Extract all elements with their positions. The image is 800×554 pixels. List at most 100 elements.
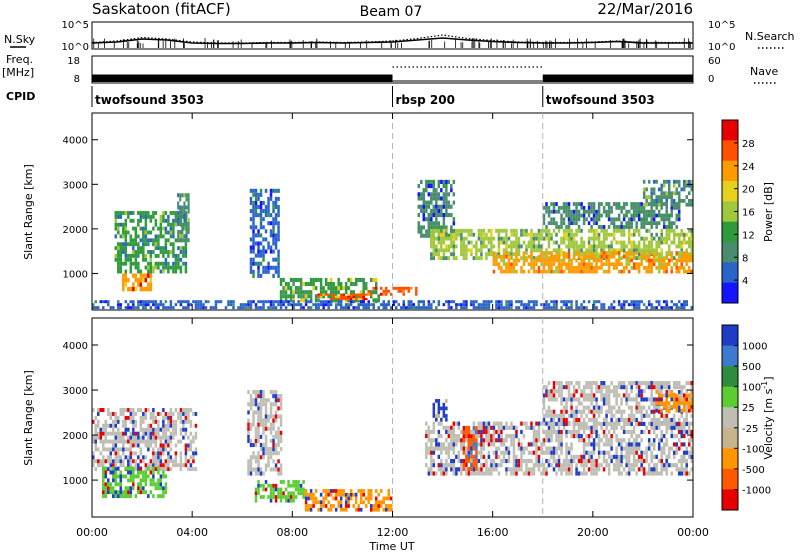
data-cell xyxy=(319,290,323,295)
data-cell xyxy=(675,217,678,222)
data-cell xyxy=(567,225,571,229)
data-cell xyxy=(142,427,145,432)
data-cell xyxy=(252,414,255,419)
data-cell xyxy=(612,221,616,226)
data-cell xyxy=(347,303,350,307)
data-cell xyxy=(274,410,278,415)
data-cell xyxy=(339,500,343,505)
data-cell xyxy=(177,214,180,219)
data-cell xyxy=(585,254,588,259)
data-cell xyxy=(157,242,160,247)
data-cell xyxy=(172,211,175,215)
data-cell xyxy=(254,495,258,499)
data-cell xyxy=(557,421,561,427)
data-cell xyxy=(580,471,583,476)
data-cell xyxy=(279,300,283,304)
data-cell xyxy=(630,256,633,261)
data-cell xyxy=(277,237,280,242)
data-cell xyxy=(515,306,518,310)
data-cell xyxy=(642,421,646,427)
data-cell xyxy=(482,463,486,468)
data-cell xyxy=(144,214,148,219)
data-cell xyxy=(274,233,278,238)
data-cell xyxy=(652,429,656,435)
data-cell xyxy=(134,226,138,231)
data-cell xyxy=(284,294,288,299)
data-cell xyxy=(254,241,258,246)
data-cell xyxy=(304,300,308,304)
data-cell xyxy=(500,258,503,263)
data-cell xyxy=(124,427,128,432)
data-cell xyxy=(432,406,436,411)
data-cell xyxy=(587,467,591,472)
data-cell xyxy=(525,228,528,233)
data-cell xyxy=(437,221,441,226)
data-cell xyxy=(515,254,518,259)
data-cell xyxy=(607,421,611,427)
data-cell xyxy=(112,459,115,464)
data-cell xyxy=(680,228,683,233)
data-cell xyxy=(374,489,378,493)
data-cell xyxy=(117,451,120,456)
data-cell xyxy=(547,381,551,386)
data-cell xyxy=(440,446,443,451)
data-cell xyxy=(567,213,571,218)
data-cell xyxy=(447,212,451,218)
data-cell xyxy=(139,439,143,444)
data-cell xyxy=(174,443,178,448)
data-cell xyxy=(352,290,355,295)
data-cell xyxy=(602,209,606,214)
data-cell xyxy=(382,496,385,501)
data-cell xyxy=(465,244,468,249)
data-cell xyxy=(655,454,658,459)
data-cell xyxy=(267,196,270,201)
data-cell xyxy=(632,254,636,259)
data-cell xyxy=(277,303,280,307)
data-cell xyxy=(507,262,511,267)
data-cell xyxy=(620,471,623,476)
data-cell xyxy=(377,504,380,508)
data-cell xyxy=(437,410,441,415)
data-cell xyxy=(309,290,313,295)
data-cell xyxy=(430,196,433,201)
data-cell xyxy=(94,427,98,432)
data-cell xyxy=(577,438,581,443)
data-cell xyxy=(540,463,543,468)
data-cell xyxy=(485,429,488,435)
data-cell xyxy=(600,258,603,263)
data-cell xyxy=(635,397,638,402)
data-cell xyxy=(445,471,448,476)
data-cell xyxy=(137,222,140,227)
data-cell xyxy=(655,232,658,237)
data-cell xyxy=(565,429,568,435)
data-cell xyxy=(592,471,596,476)
data-cell xyxy=(587,254,591,259)
data-cell xyxy=(615,217,618,222)
data-cell xyxy=(537,467,541,472)
data-cell xyxy=(602,244,606,249)
data-cell xyxy=(279,277,283,282)
data-cell xyxy=(650,209,653,214)
data-cell xyxy=(402,289,406,293)
data-cell xyxy=(137,282,140,287)
data-cell xyxy=(267,426,270,431)
data-cell xyxy=(427,471,431,476)
data-cell xyxy=(532,300,536,304)
data-cell xyxy=(157,463,160,468)
data-cell xyxy=(690,202,693,207)
data-cell xyxy=(159,439,163,444)
data-cell xyxy=(517,248,521,253)
data-cell xyxy=(622,454,626,459)
data-cell xyxy=(480,236,483,241)
data-cell xyxy=(187,303,190,307)
data-cell xyxy=(282,480,285,484)
data-cell xyxy=(179,439,183,444)
data-cell xyxy=(522,269,526,274)
data-cell xyxy=(592,467,596,472)
data-cell xyxy=(662,183,666,188)
data-cell xyxy=(292,495,295,499)
data-cell xyxy=(592,258,596,263)
data-cell xyxy=(570,217,573,222)
data-cell xyxy=(557,389,561,394)
data-cell xyxy=(154,427,158,432)
